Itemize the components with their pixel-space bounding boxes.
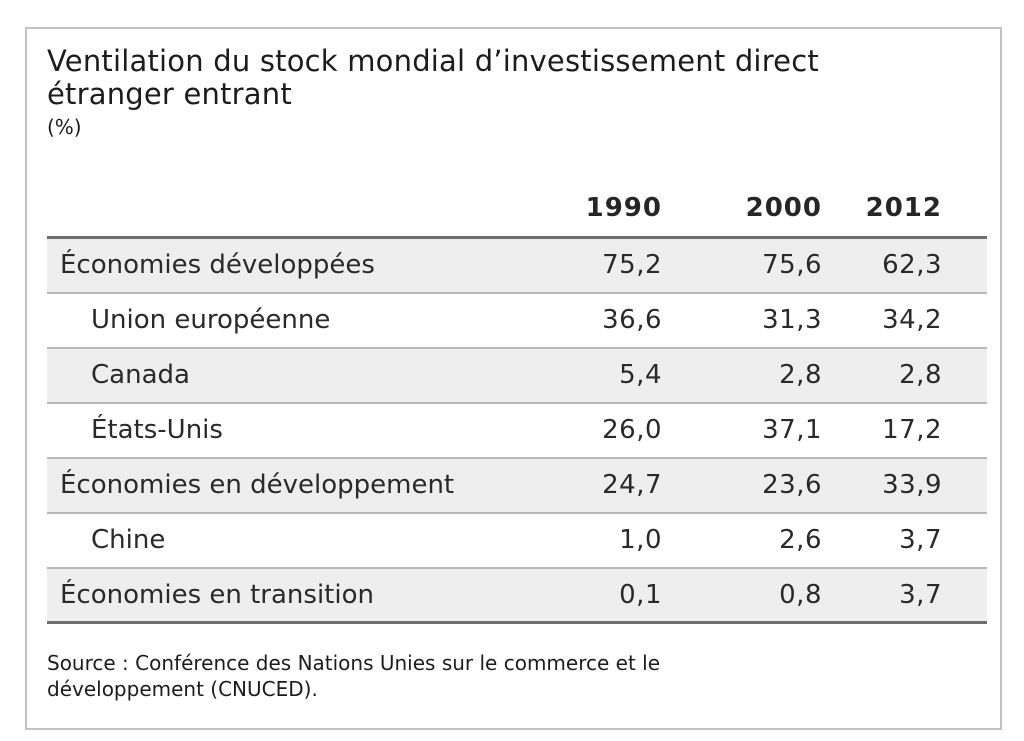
row-label: Chine xyxy=(91,525,166,556)
figure-title: Ventilation du stock mondial d’investiss… xyxy=(47,44,819,112)
table-row-canada: Canada 5,4 2,8 2,8 xyxy=(47,347,987,403)
cell-value: 75,2 xyxy=(602,250,662,281)
row-label: États-Unis xyxy=(91,415,223,446)
cell-value: 17,2 xyxy=(882,415,942,446)
cell-value: 33,9 xyxy=(882,470,942,501)
cell-value: 2,6 xyxy=(779,525,822,556)
row-label: Économies en développement xyxy=(60,470,455,501)
row-label: Canada xyxy=(91,360,190,391)
row-label: Économies en transition xyxy=(60,579,374,610)
figure-card: Ventilation du stock mondial d’investiss… xyxy=(25,27,1002,730)
header-row: 1990 2000 2012 xyxy=(47,193,987,240)
cell-value: 0,1 xyxy=(619,579,662,610)
cell-value: 26,0 xyxy=(602,415,662,446)
cell-value: 36,6 xyxy=(602,305,662,336)
cell-value: 75,6 xyxy=(762,250,822,281)
table-row-union-europeenne: Union européenne 36,6 31,3 34,2 xyxy=(47,293,987,348)
table-row-economies-developpees: Économies développées 75,2 75,6 62,3 xyxy=(47,237,987,293)
source-note: Source : Conférence des Nations Unies su… xyxy=(47,651,661,702)
table-row-etats-unis: États-Unis 26,0 37,1 17,2 xyxy=(47,403,987,458)
figure-unit-label: (%) xyxy=(47,115,82,140)
cell-value: 2,8 xyxy=(779,360,822,391)
column-header-2000: 2000 xyxy=(662,193,822,240)
cell-value: 0,8 xyxy=(779,579,822,610)
cell-value: 34,2 xyxy=(882,305,942,336)
table-row-economies-en-developpement: Économies en développement 24,7 23,6 33,… xyxy=(47,457,987,513)
cell-value: 1,0 xyxy=(619,525,662,556)
column-header-1990: 1990 xyxy=(502,193,662,240)
table-header: 1990 2000 2012 xyxy=(47,193,987,240)
cell-value: 2,8 xyxy=(899,360,942,391)
cell-value: 62,3 xyxy=(882,250,942,281)
table-body: Économies développées 75,2 75,6 62,3 Uni… xyxy=(47,237,987,623)
cell-value: 23,6 xyxy=(762,470,822,501)
cell-value: 3,7 xyxy=(899,525,942,556)
row-label: Économies développées xyxy=(60,250,375,281)
cell-value: 24,7 xyxy=(602,470,662,501)
cell-value: 3,7 xyxy=(899,579,942,610)
cell-value: 31,3 xyxy=(762,305,822,336)
row-label: Union européenne xyxy=(91,305,331,336)
table-row-economies-en-transition: Économies en transition 0,1 0,8 3,7 xyxy=(47,567,987,623)
column-header-2012: 2012 xyxy=(822,193,987,240)
table-row-chine: Chine 1,0 2,6 3,7 xyxy=(47,513,987,568)
cell-value: 5,4 xyxy=(619,360,662,391)
header-label-spacer xyxy=(47,193,502,240)
data-table: 1990 2000 2012 Économies développées 75,… xyxy=(47,193,987,624)
cell-value: 37,1 xyxy=(762,415,822,446)
